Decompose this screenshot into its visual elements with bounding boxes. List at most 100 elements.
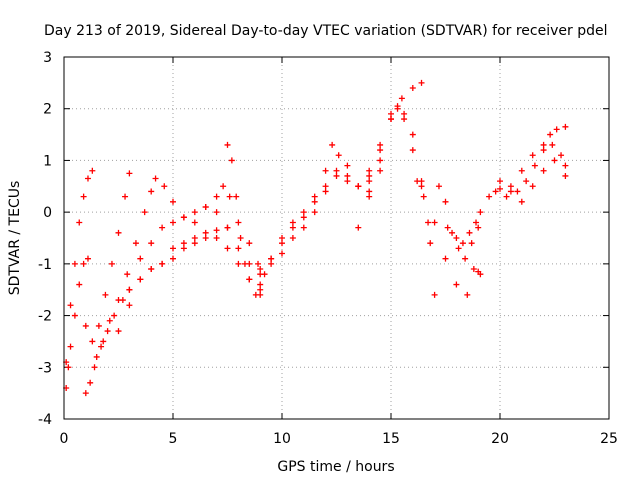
data-point: [148, 240, 155, 247]
data-point: [224, 224, 231, 231]
y-tick-labels: -4 -3 -2 -1 0 1 2 3: [38, 50, 52, 428]
data-point: [377, 141, 384, 148]
data-point: [268, 255, 275, 262]
data-point: [466, 229, 473, 236]
data-point: [477, 209, 484, 216]
data-point: [394, 103, 401, 110]
data-point: [104, 328, 111, 335]
series-track-3: [93, 175, 159, 360]
series-track-13: [268, 79, 425, 262]
data-point: [322, 167, 329, 174]
data-point: [279, 250, 285, 257]
data-point: [344, 172, 351, 179]
data-point: [213, 209, 220, 216]
data-point: [477, 271, 484, 278]
series-track-7: [126, 235, 264, 293]
data-point: [518, 198, 525, 205]
data-point: [388, 116, 394, 123]
data-point: [514, 188, 521, 195]
data-point: [401, 110, 408, 117]
data-point: [226, 193, 233, 200]
data-point: [333, 172, 340, 179]
data-point: [366, 172, 373, 179]
series-track-22: [497, 157, 569, 205]
series-track-16: [414, 178, 471, 298]
data-point: [170, 245, 176, 252]
data-point: [398, 95, 405, 102]
data-point: [311, 193, 318, 200]
data-point: [444, 224, 451, 231]
data-point: [148, 188, 155, 195]
data-point: [170, 198, 176, 205]
data-point: [388, 110, 394, 117]
data-point: [257, 281, 264, 288]
data-point: [91, 364, 98, 371]
data-point: [366, 178, 373, 185]
data-point: [126, 170, 133, 177]
series-track-21: [492, 141, 569, 200]
data-point: [344, 162, 351, 169]
data-point: [235, 260, 242, 267]
data-point: [82, 390, 89, 397]
data-point: [497, 178, 503, 185]
data-point: [366, 193, 373, 200]
data-point: [148, 266, 155, 273]
data-point: [71, 260, 78, 267]
y-tick-label: -2: [38, 309, 52, 325]
data-point: [202, 235, 209, 241]
data-point: [279, 240, 285, 247]
data-point: [453, 235, 460, 241]
y-tick-label: 2: [43, 102, 52, 118]
data-point: [213, 227, 220, 234]
data-point: [523, 178, 530, 185]
data-point: [257, 286, 264, 293]
data-point: [492, 188, 499, 195]
data-point: [246, 240, 253, 247]
data-point: [475, 224, 482, 231]
data-point: [289, 235, 296, 241]
data-point: [170, 255, 176, 262]
data-point: [420, 193, 427, 200]
data-point: [137, 255, 144, 262]
data-point: [191, 219, 198, 226]
data-point: [473, 219, 480, 226]
data-point: [289, 219, 296, 226]
data-point: [449, 229, 456, 236]
data-point: [553, 126, 560, 133]
x-tick-label: 20: [491, 431, 509, 447]
data-point: [540, 147, 547, 154]
data-point: [224, 245, 231, 252]
data-point: [115, 229, 122, 236]
data-point: [268, 260, 275, 267]
data-point: [235, 219, 242, 226]
x-axis-label: GPS time / hours: [277, 459, 394, 475]
chart-title: Day 213 of 2019, Sidereal Day-to-day VTE…: [44, 23, 608, 39]
data-point: [241, 260, 248, 267]
x-tick-label: 5: [169, 431, 178, 447]
data-point: [93, 353, 100, 360]
data-point: [455, 245, 462, 252]
data-point: [355, 183, 362, 190]
data-point: [459, 240, 466, 247]
data-point: [132, 240, 139, 247]
data-point: [261, 271, 268, 278]
data-point: [414, 178, 421, 185]
data-point: [80, 260, 87, 267]
data-point: [191, 240, 198, 247]
series-track-2: [82, 170, 133, 345]
data-point: [279, 235, 285, 241]
data-point: [497, 185, 503, 192]
data-point: [322, 188, 329, 195]
data-point: [540, 141, 547, 148]
data-point: [431, 219, 438, 226]
data-point: [137, 276, 144, 283]
x-tick-label: 15: [382, 431, 400, 447]
data-point: [289, 224, 296, 231]
data-point: [322, 183, 329, 190]
data-point: [470, 266, 477, 273]
data-point: [84, 255, 91, 262]
data-point: [529, 152, 536, 159]
data-point: [425, 219, 432, 226]
data-point: [111, 312, 118, 319]
series-track-1: [63, 167, 96, 366]
